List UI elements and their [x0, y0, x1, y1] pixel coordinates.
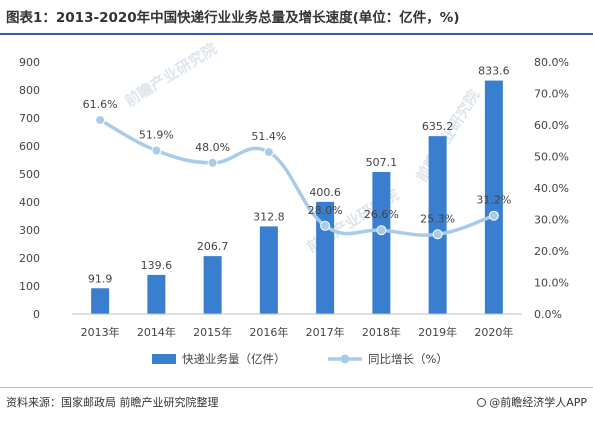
left-axis-tick-label: 400 — [19, 196, 40, 209]
x-axis: 2013年 2014年 2015年 2016年 2017年 2018年 2019年 2020年 — [72, 313, 522, 339]
left-axis-tick-label: 600 — [19, 140, 40, 153]
right-axis-tick-label: 40.0% — [534, 182, 569, 195]
right-axis-tick-label: 60.0% — [534, 119, 569, 132]
title-rule — [0, 33, 593, 35]
line-series: 61.6% 51.9% 48.0% 51.4% 28.0% 26.6% 25.3% 31.2% — [83, 98, 511, 240]
bar-data-label: 507.1 — [366, 156, 398, 169]
left-axis-tick-label: 0 — [33, 308, 40, 321]
line-point — [207, 157, 218, 168]
bar — [259, 226, 278, 314]
left-axis-tick-label: 500 — [19, 168, 40, 181]
right-axis-tick-label: 10.0% — [534, 277, 569, 290]
legend: 快递业务量（亿件） 同比增长（%） — [152, 352, 448, 366]
right-axis: 0.0% 10.0% 20.0% 30.0% 40.0% 50.0% 60.0% 70.0% 8… — [534, 56, 569, 321]
x-axis-tick-label: 2016年 — [249, 325, 288, 339]
line-data-label: 25.3% — [420, 212, 455, 225]
bar-data-label: 312.8 — [253, 210, 285, 223]
x-axis-tick-label: 2014年 — [137, 325, 176, 339]
footer-rule — [0, 387, 593, 388]
bar-data-label: 206.7 — [197, 240, 229, 253]
line-data-label: 51.9% — [139, 129, 174, 142]
line-data-label: 26.6% — [364, 208, 399, 221]
chart-title: 图表1：2013-2020年中国快递行业业务总量及增长速度(单位：亿件，%) — [6, 10, 460, 26]
bar — [372, 172, 391, 314]
right-axis-tick-label: 80.0% — [534, 56, 569, 69]
left-axis-tick-label: 100 — [19, 280, 40, 293]
legend-line-marker — [340, 354, 350, 364]
bar-series: 91.9 139.6 206.7 312.8 400.6 507.1 635.2 833.6 — [88, 65, 510, 314]
bar — [91, 288, 110, 314]
line-data-label: 31.2% — [476, 194, 511, 207]
right-axis-tick-label: 50.0% — [534, 151, 569, 164]
right-axis-tick-label: 70.0% — [534, 88, 569, 101]
x-axis-tick-label: 2020年 — [474, 325, 513, 339]
left-axis-tick-label: 200 — [19, 252, 40, 265]
bar-data-label: 833.6 — [478, 65, 510, 78]
legend-line-label: 同比增长（%） — [368, 352, 448, 366]
x-axis-tick-label: 2015年 — [193, 325, 232, 339]
left-axis: 0 100 200 300 400 500 600 700 800 900 — [19, 56, 40, 321]
brand-logo-icon — [477, 398, 487, 407]
left-axis-tick-label: 700 — [19, 112, 40, 125]
x-axis-tick-label: 2013年 — [81, 325, 120, 339]
legend-bar-swatch — [152, 354, 176, 364]
bar — [147, 274, 166, 314]
right-axis-tick-label: 0.0% — [534, 308, 562, 321]
line-point — [432, 229, 443, 240]
x-axis-tick-label: 2017年 — [306, 325, 345, 339]
bar-data-label: 91.9 — [88, 272, 113, 285]
line-data-label: 28.0% — [308, 204, 343, 217]
left-axis-tick-label: 900 — [19, 56, 40, 69]
line-data-label: 48.0% — [195, 141, 230, 154]
bar — [428, 136, 447, 314]
line-point — [263, 147, 274, 158]
growth-line — [99, 118, 495, 237]
bar — [203, 256, 222, 314]
right-axis-tick-label: 30.0% — [534, 214, 569, 227]
source-note: 资料来源：国家邮政局 前瞻产业研究院整理 — [6, 396, 219, 409]
bar-data-label: 139.6 — [141, 259, 173, 272]
left-axis-tick-label: 800 — [19, 84, 40, 97]
x-axis-tick-label: 2018年 — [362, 325, 401, 339]
x-axis-tick-label: 2019年 — [418, 325, 457, 339]
bar-data-label: 400.6 — [309, 186, 341, 199]
left-axis-tick-label: 300 — [19, 224, 40, 237]
brand-credit-text: @前瞻经济学人APP — [489, 396, 587, 409]
right-axis-tick-label: 20.0% — [534, 245, 569, 258]
line-point — [320, 220, 331, 231]
line-point — [488, 210, 499, 221]
line-data-label: 61.6% — [83, 98, 118, 111]
bar — [484, 80, 503, 314]
line-data-label: 51.4% — [251, 130, 286, 143]
bar-data-label: 635.2 — [422, 120, 454, 133]
brand-credit: @前瞻经济学人APP — [477, 394, 587, 410]
line-point — [151, 145, 162, 156]
line-point — [376, 225, 387, 236]
line-point — [95, 114, 106, 125]
legend-bar-label: 快递业务量（亿件） — [182, 352, 286, 366]
